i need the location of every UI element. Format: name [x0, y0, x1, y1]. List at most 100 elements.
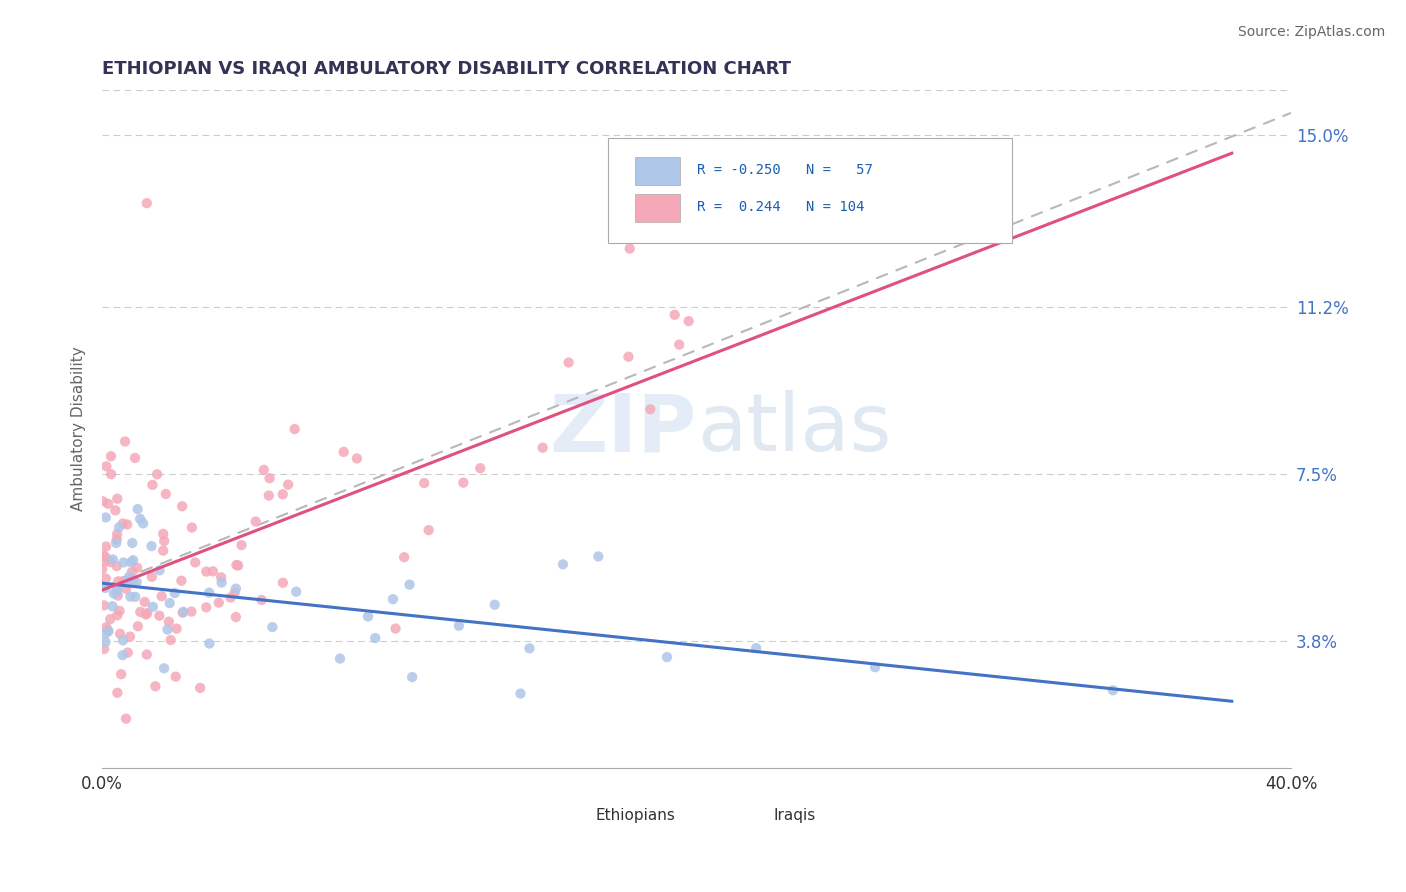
Point — [384, 622, 406, 636]
Point — [108, 604, 131, 618]
Point — [519, 641, 541, 656]
Point — [141, 478, 163, 492]
Point — [94, 549, 117, 564]
Point — [198, 585, 221, 599]
Point — [159, 596, 181, 610]
Point — [105, 536, 128, 550]
Point — [617, 350, 640, 364]
FancyBboxPatch shape — [636, 157, 681, 186]
Point — [105, 533, 128, 547]
Point — [146, 467, 169, 482]
Point — [93, 642, 115, 657]
Point — [470, 461, 492, 475]
Point — [108, 520, 131, 534]
Point — [118, 630, 141, 644]
Point — [668, 337, 690, 351]
Point — [678, 314, 700, 328]
Text: Source: ZipAtlas.com: Source: ZipAtlas.com — [1237, 25, 1385, 39]
Point — [253, 463, 276, 477]
Point — [127, 560, 149, 574]
Point — [107, 589, 129, 603]
Point — [156, 623, 179, 637]
Text: R = -0.250   N =   57: R = -0.250 N = 57 — [697, 163, 873, 178]
Point — [120, 590, 142, 604]
Point — [271, 575, 294, 590]
Point — [111, 648, 134, 663]
Point — [97, 497, 120, 511]
Text: Ethiopians: Ethiopians — [596, 808, 675, 822]
Point — [277, 477, 299, 491]
Point — [346, 451, 368, 466]
Point — [180, 520, 202, 534]
Point — [94, 626, 117, 640]
Point — [142, 599, 165, 614]
Point — [141, 570, 163, 584]
Point — [329, 651, 352, 665]
Text: Iraqis: Iraqis — [773, 808, 817, 822]
Point — [127, 502, 149, 516]
Point — [105, 559, 128, 574]
Point — [111, 516, 134, 531]
Point — [112, 574, 135, 588]
Point — [588, 549, 610, 564]
Point — [153, 534, 176, 549]
Point — [157, 615, 180, 629]
Point — [121, 536, 143, 550]
Point — [165, 670, 187, 684]
Point — [453, 475, 475, 490]
Point — [135, 648, 157, 662]
Point — [557, 355, 579, 369]
Point — [100, 449, 122, 463]
Point — [91, 548, 114, 562]
Point — [209, 570, 232, 584]
Point — [245, 515, 267, 529]
Point — [184, 556, 207, 570]
Point — [152, 527, 174, 541]
Point — [619, 242, 641, 256]
Point — [117, 646, 139, 660]
Point — [531, 441, 554, 455]
Point — [172, 500, 194, 514]
Point — [188, 681, 211, 695]
Point — [509, 686, 531, 700]
Point — [172, 606, 194, 620]
Point — [135, 607, 157, 622]
Point — [122, 574, 145, 589]
Point — [172, 605, 194, 619]
Point — [124, 590, 146, 604]
Point — [129, 605, 152, 619]
Point — [1102, 683, 1125, 698]
Point — [655, 650, 678, 665]
Point — [114, 434, 136, 449]
Point — [94, 572, 117, 586]
Point — [195, 600, 218, 615]
Point — [121, 565, 143, 579]
Point — [110, 667, 132, 681]
Point — [226, 558, 249, 573]
Point — [124, 450, 146, 465]
Point — [257, 489, 280, 503]
Point — [195, 565, 218, 579]
Point — [163, 586, 186, 600]
Point — [284, 422, 307, 436]
Point — [357, 609, 380, 624]
Point — [97, 624, 120, 639]
Point — [91, 562, 114, 576]
Point — [108, 626, 131, 640]
Point — [94, 510, 117, 524]
Point — [332, 445, 354, 459]
Point — [745, 641, 768, 656]
Point — [115, 712, 138, 726]
Point — [112, 556, 135, 570]
Point — [262, 620, 284, 634]
Point — [148, 563, 170, 577]
Point — [863, 660, 886, 674]
Point — [96, 620, 118, 634]
Point — [105, 527, 128, 541]
Point — [153, 661, 176, 675]
Point — [129, 512, 152, 526]
FancyBboxPatch shape — [607, 137, 1012, 243]
Point — [104, 503, 127, 517]
Point — [225, 582, 247, 596]
Point — [152, 543, 174, 558]
